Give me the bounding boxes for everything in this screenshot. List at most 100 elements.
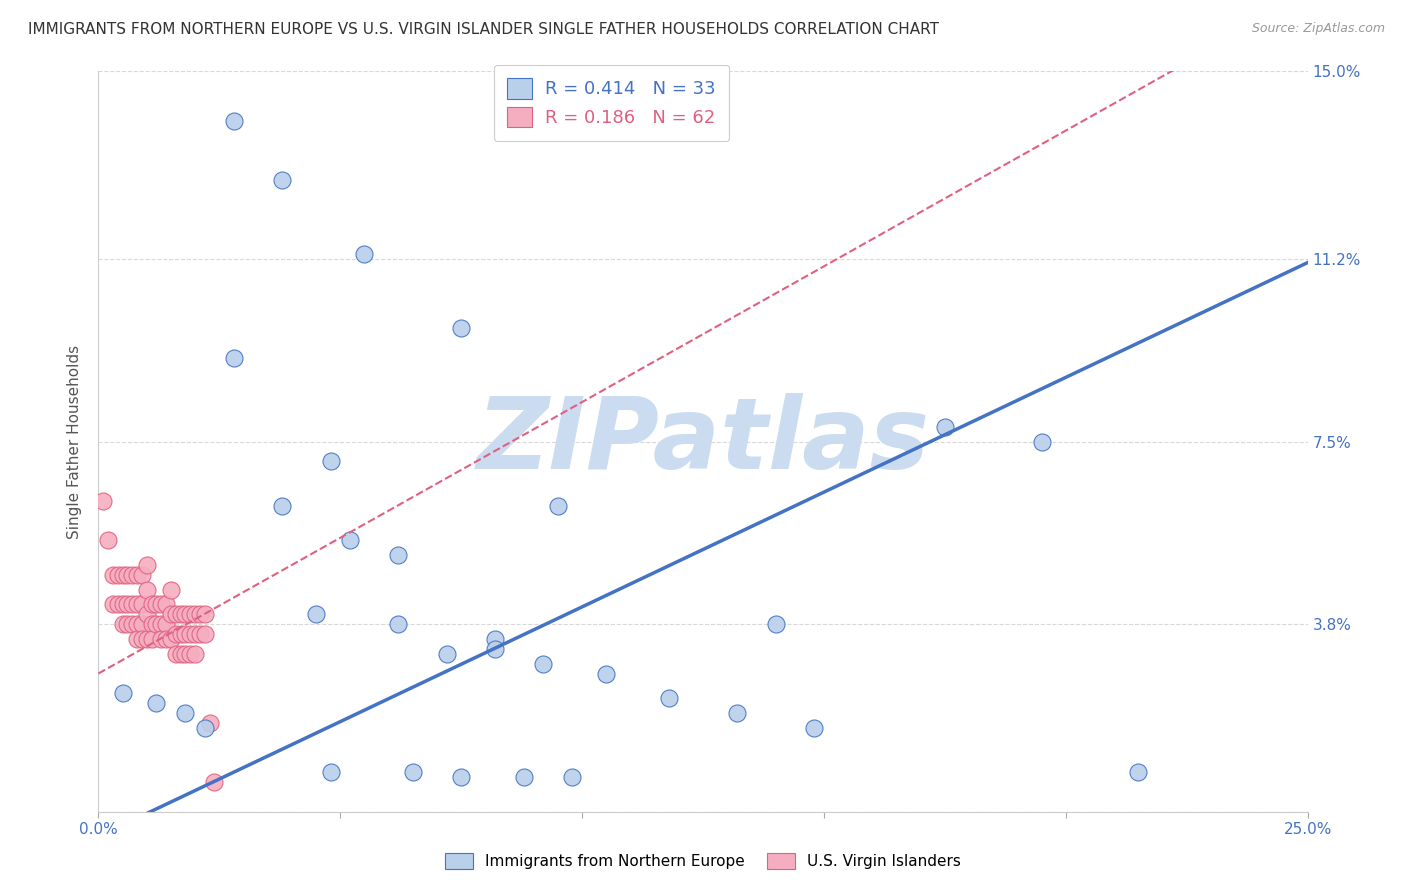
Point: [150, 617, 173, 632]
Point: [194, 721, 217, 735]
Point: [387, 548, 409, 562]
Point: [135, 558, 157, 572]
Text: IMMIGRANTS FROM NORTHERN EUROPE VS U.S. VIRGIN ISLANDER SINGLE FATHER HOUSEHOLDS: IMMIGRANTS FROM NORTHERN EUROPE VS U.S. …: [28, 22, 939, 37]
Point: [1031, 434, 1053, 449]
Point: [450, 321, 472, 335]
Point: [155, 598, 177, 612]
Point: [765, 617, 787, 632]
Point: [135, 607, 157, 622]
Point: [188, 607, 211, 622]
Point: [184, 627, 207, 641]
Point: [131, 567, 153, 582]
Point: [141, 632, 163, 646]
Point: [117, 617, 139, 632]
Point: [121, 567, 143, 582]
Point: [111, 598, 134, 612]
Point: [319, 765, 342, 780]
Point: [121, 617, 143, 632]
Point: [131, 598, 153, 612]
Point: [155, 632, 177, 646]
Point: [174, 706, 197, 720]
Point: [91, 493, 114, 508]
Point: [160, 582, 183, 597]
Point: [160, 632, 183, 646]
Point: [387, 617, 409, 632]
Point: [1128, 765, 1150, 780]
Point: [179, 627, 201, 641]
Point: [141, 617, 163, 632]
Point: [179, 647, 201, 661]
Point: [165, 647, 187, 661]
Point: [169, 627, 191, 641]
Point: [127, 632, 149, 646]
Point: [131, 632, 153, 646]
Point: [222, 113, 245, 128]
Point: [513, 770, 536, 784]
Point: [121, 598, 143, 612]
Point: [150, 632, 173, 646]
Text: ZIPatlas: ZIPatlas: [477, 393, 929, 490]
Point: [222, 351, 245, 365]
Point: [107, 567, 129, 582]
Point: [117, 567, 139, 582]
Point: [595, 666, 617, 681]
Point: [101, 567, 124, 582]
Point: [135, 582, 157, 597]
Point: [127, 617, 149, 632]
Point: [658, 691, 681, 706]
Point: [169, 647, 191, 661]
Point: [174, 627, 197, 641]
Point: [165, 627, 187, 641]
Point: [174, 647, 197, 661]
Point: [111, 617, 134, 632]
Point: [402, 765, 425, 780]
Point: [165, 607, 187, 622]
Point: [184, 647, 207, 661]
Point: [353, 247, 375, 261]
Point: [127, 598, 149, 612]
Point: [484, 641, 506, 656]
Y-axis label: Single Father Households: Single Father Households: [67, 344, 83, 539]
Point: [271, 499, 294, 513]
Point: [339, 533, 361, 548]
Point: [145, 598, 167, 612]
Point: [145, 696, 167, 710]
Point: [188, 627, 211, 641]
Point: [150, 598, 173, 612]
Point: [198, 715, 221, 730]
Point: [169, 607, 191, 622]
Point: [305, 607, 328, 622]
Point: [135, 632, 157, 646]
Point: [97, 533, 120, 548]
Legend: R = 0.414   N = 33, R = 0.186   N = 62: R = 0.414 N = 33, R = 0.186 N = 62: [494, 65, 730, 141]
Point: [111, 567, 134, 582]
Point: [319, 454, 342, 468]
Point: [194, 607, 217, 622]
Point: [145, 617, 167, 632]
Point: [547, 499, 569, 513]
Text: Source: ZipAtlas.com: Source: ZipAtlas.com: [1251, 22, 1385, 36]
Point: [561, 770, 583, 784]
Point: [160, 607, 183, 622]
Point: [450, 770, 472, 784]
Point: [111, 686, 134, 700]
Point: [131, 617, 153, 632]
Point: [179, 607, 201, 622]
Point: [141, 598, 163, 612]
Point: [803, 721, 825, 735]
Point: [117, 598, 139, 612]
Point: [101, 598, 124, 612]
Point: [531, 657, 554, 671]
Point: [204, 775, 226, 789]
Point: [484, 632, 506, 646]
Point: [271, 173, 294, 187]
Point: [127, 567, 149, 582]
Point: [174, 607, 197, 622]
Point: [725, 706, 748, 720]
Point: [107, 598, 129, 612]
Point: [184, 607, 207, 622]
Legend: Immigrants from Northern Europe, U.S. Virgin Islanders: Immigrants from Northern Europe, U.S. Vi…: [439, 847, 967, 875]
Point: [155, 617, 177, 632]
Point: [436, 647, 458, 661]
Point: [934, 419, 956, 434]
